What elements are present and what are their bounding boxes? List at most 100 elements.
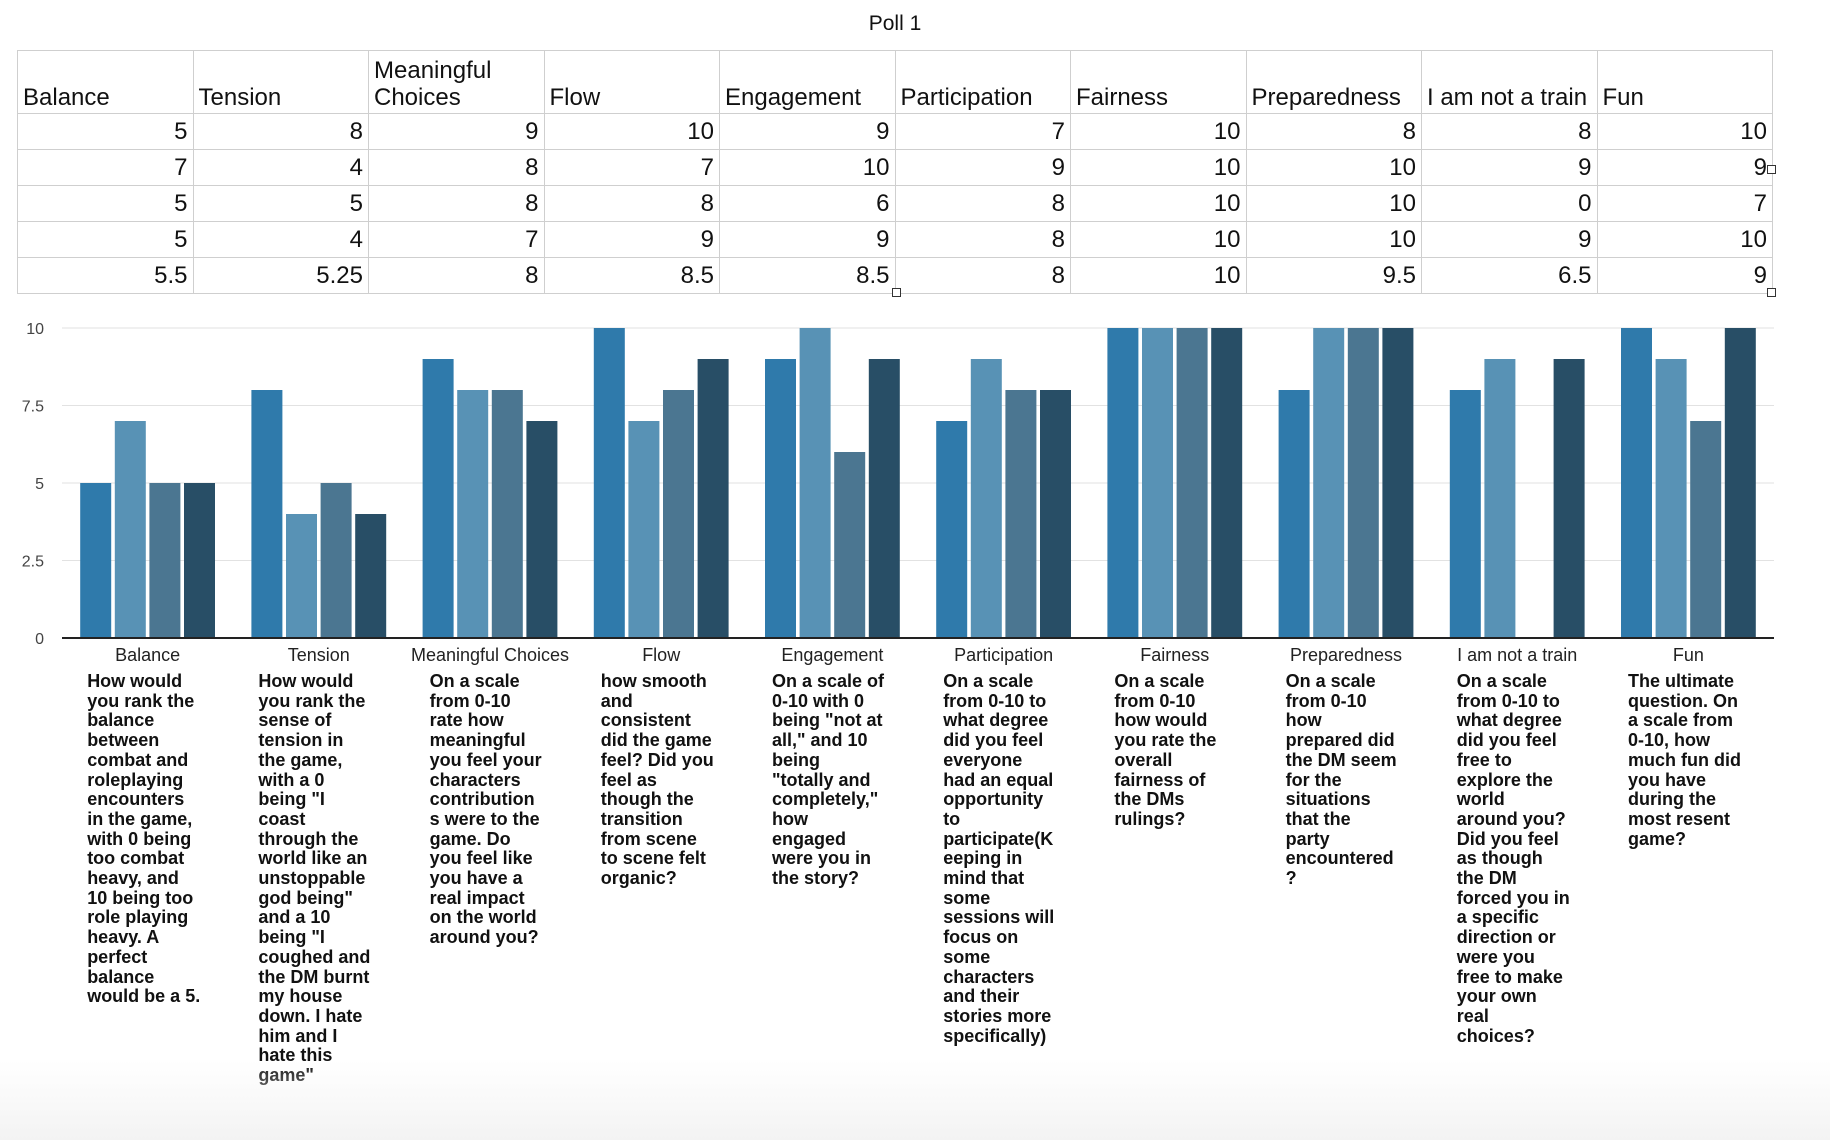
bar[interactable] [1382,328,1414,638]
table-cell[interactable]: 10 [1245,185,1422,222]
column-header[interactable]: Balance [17,50,194,114]
bar[interactable] [1176,328,1208,638]
column-header[interactable]: Fairness [1070,50,1247,114]
bar[interactable] [970,359,1002,638]
bar[interactable] [593,328,625,638]
table-cell[interactable]: 10 [1070,113,1247,150]
bar[interactable] [320,483,352,638]
bar[interactable] [799,328,831,638]
table-cell[interactable]: 4 [192,221,369,258]
table-cell[interactable]: 0 [1421,185,1598,222]
bar[interactable] [149,483,181,638]
bar[interactable] [1211,328,1243,638]
table-cell[interactable]: 7 [1596,185,1773,222]
table-cell[interactable]: 7 [543,149,720,186]
bar[interactable] [184,483,215,638]
bar[interactable] [1313,328,1345,638]
bar[interactable] [628,421,660,638]
table-cell[interactable]: 8 [894,185,1071,222]
table-cell[interactable]: 8 [894,221,1071,258]
table-cell[interactable]: 10 [543,113,720,150]
table-cell[interactable]: 8 [1245,113,1422,150]
table-cell[interactable]: 9 [719,113,896,150]
table-cell[interactable]: 8 [368,257,545,294]
table-resize-handle-bottom[interactable] [892,288,901,297]
table-cell[interactable]: 8.5 [719,257,896,294]
table-cell[interactable]: 7 [894,113,1071,150]
table-cell[interactable]: 9 [1596,149,1773,186]
bar[interactable] [1655,359,1687,638]
table-cell[interactable]: 8.5 [543,257,720,294]
bar[interactable] [936,421,968,638]
table-cell[interactable]: 6.5 [1421,257,1598,294]
bar[interactable] [1553,359,1585,638]
bar[interactable] [697,359,729,638]
table-cell[interactable]: 8 [368,185,545,222]
table-cell[interactable]: 5.25 [192,257,369,294]
table-cell[interactable]: 9 [894,149,1071,186]
bar[interactable] [114,421,146,638]
bar[interactable] [422,359,454,638]
table-cell[interactable]: 10 [1070,185,1247,222]
table-cell[interactable]: 8 [192,113,369,150]
column-header[interactable]: Meaningful Choices [368,50,545,114]
table-cell[interactable]: 8 [894,257,1071,294]
bar[interactable] [1347,328,1379,638]
bar-chart[interactable]: 0 2.5 5 7.5 10 Balance Tension Meaningful Choi… [0,300,1830,680]
bar[interactable] [1005,390,1037,638]
bar[interactable] [834,452,866,638]
table-cell[interactable]: 8 [368,149,545,186]
table-cell[interactable]: 10 [1596,113,1773,150]
table-cell[interactable]: 9.5 [1245,257,1422,294]
table-cell[interactable]: 7 [368,221,545,258]
table-cell[interactable]: 5 [192,185,369,222]
bar[interactable] [1142,328,1173,638]
table-cell[interactable]: 8 [543,185,720,222]
table-cell[interactable]: 9 [1596,257,1773,294]
bar[interactable] [355,514,387,638]
bar[interactable] [1278,390,1310,638]
bar[interactable] [1690,421,1722,638]
column-header[interactable]: Preparedness [1245,50,1422,114]
bar[interactable] [868,359,900,638]
table-cell[interactable]: 10 [1070,221,1247,258]
table-cell[interactable]: 9 [719,221,896,258]
table-resize-handle-right[interactable] [1767,165,1776,174]
table-cell[interactable]: 9 [543,221,720,258]
bar[interactable] [1449,390,1481,638]
bar[interactable] [1484,359,1516,638]
table-cell[interactable]: 6 [719,185,896,222]
column-header[interactable]: Tension [192,50,369,114]
table-cell[interactable]: 10 [1596,221,1773,258]
column-header[interactable]: I am not a train [1421,50,1598,114]
column-header[interactable]: Participation [894,50,1071,114]
column-header[interactable]: Engagement [719,50,896,114]
table-cell[interactable]: 5.5 [17,257,194,294]
bar[interactable] [491,390,523,638]
table-cell[interactable]: 10 [1070,149,1247,186]
bar[interactable] [1724,328,1756,638]
table-cell[interactable]: 9 [1421,149,1598,186]
bar[interactable] [1621,328,1652,638]
bar[interactable] [526,421,558,638]
table-cell[interactable]: 9 [368,113,545,150]
bar[interactable] [1040,390,1071,638]
column-header[interactable]: Fun [1596,50,1773,114]
table-cell[interactable]: 5 [17,113,194,150]
bar[interactable] [80,483,112,638]
column-header[interactable]: Flow [543,50,720,114]
table-cell[interactable]: 4 [192,149,369,186]
bar[interactable] [765,359,796,638]
table-cell[interactable]: 10 [1070,257,1247,294]
bar[interactable] [457,390,489,638]
table-cell[interactable]: 10 [1245,149,1422,186]
table-resize-handle-corner[interactable] [1767,288,1776,297]
table-cell[interactable]: 5 [17,185,194,222]
table-cell[interactable]: 10 [719,149,896,186]
table-cell[interactable]: 5 [17,221,194,258]
table-cell[interactable]: 7 [17,149,194,186]
bar[interactable] [1107,328,1139,638]
table-cell[interactable]: 9 [1421,221,1598,258]
bar[interactable] [251,390,283,638]
table-cell[interactable]: 8 [1421,113,1598,150]
